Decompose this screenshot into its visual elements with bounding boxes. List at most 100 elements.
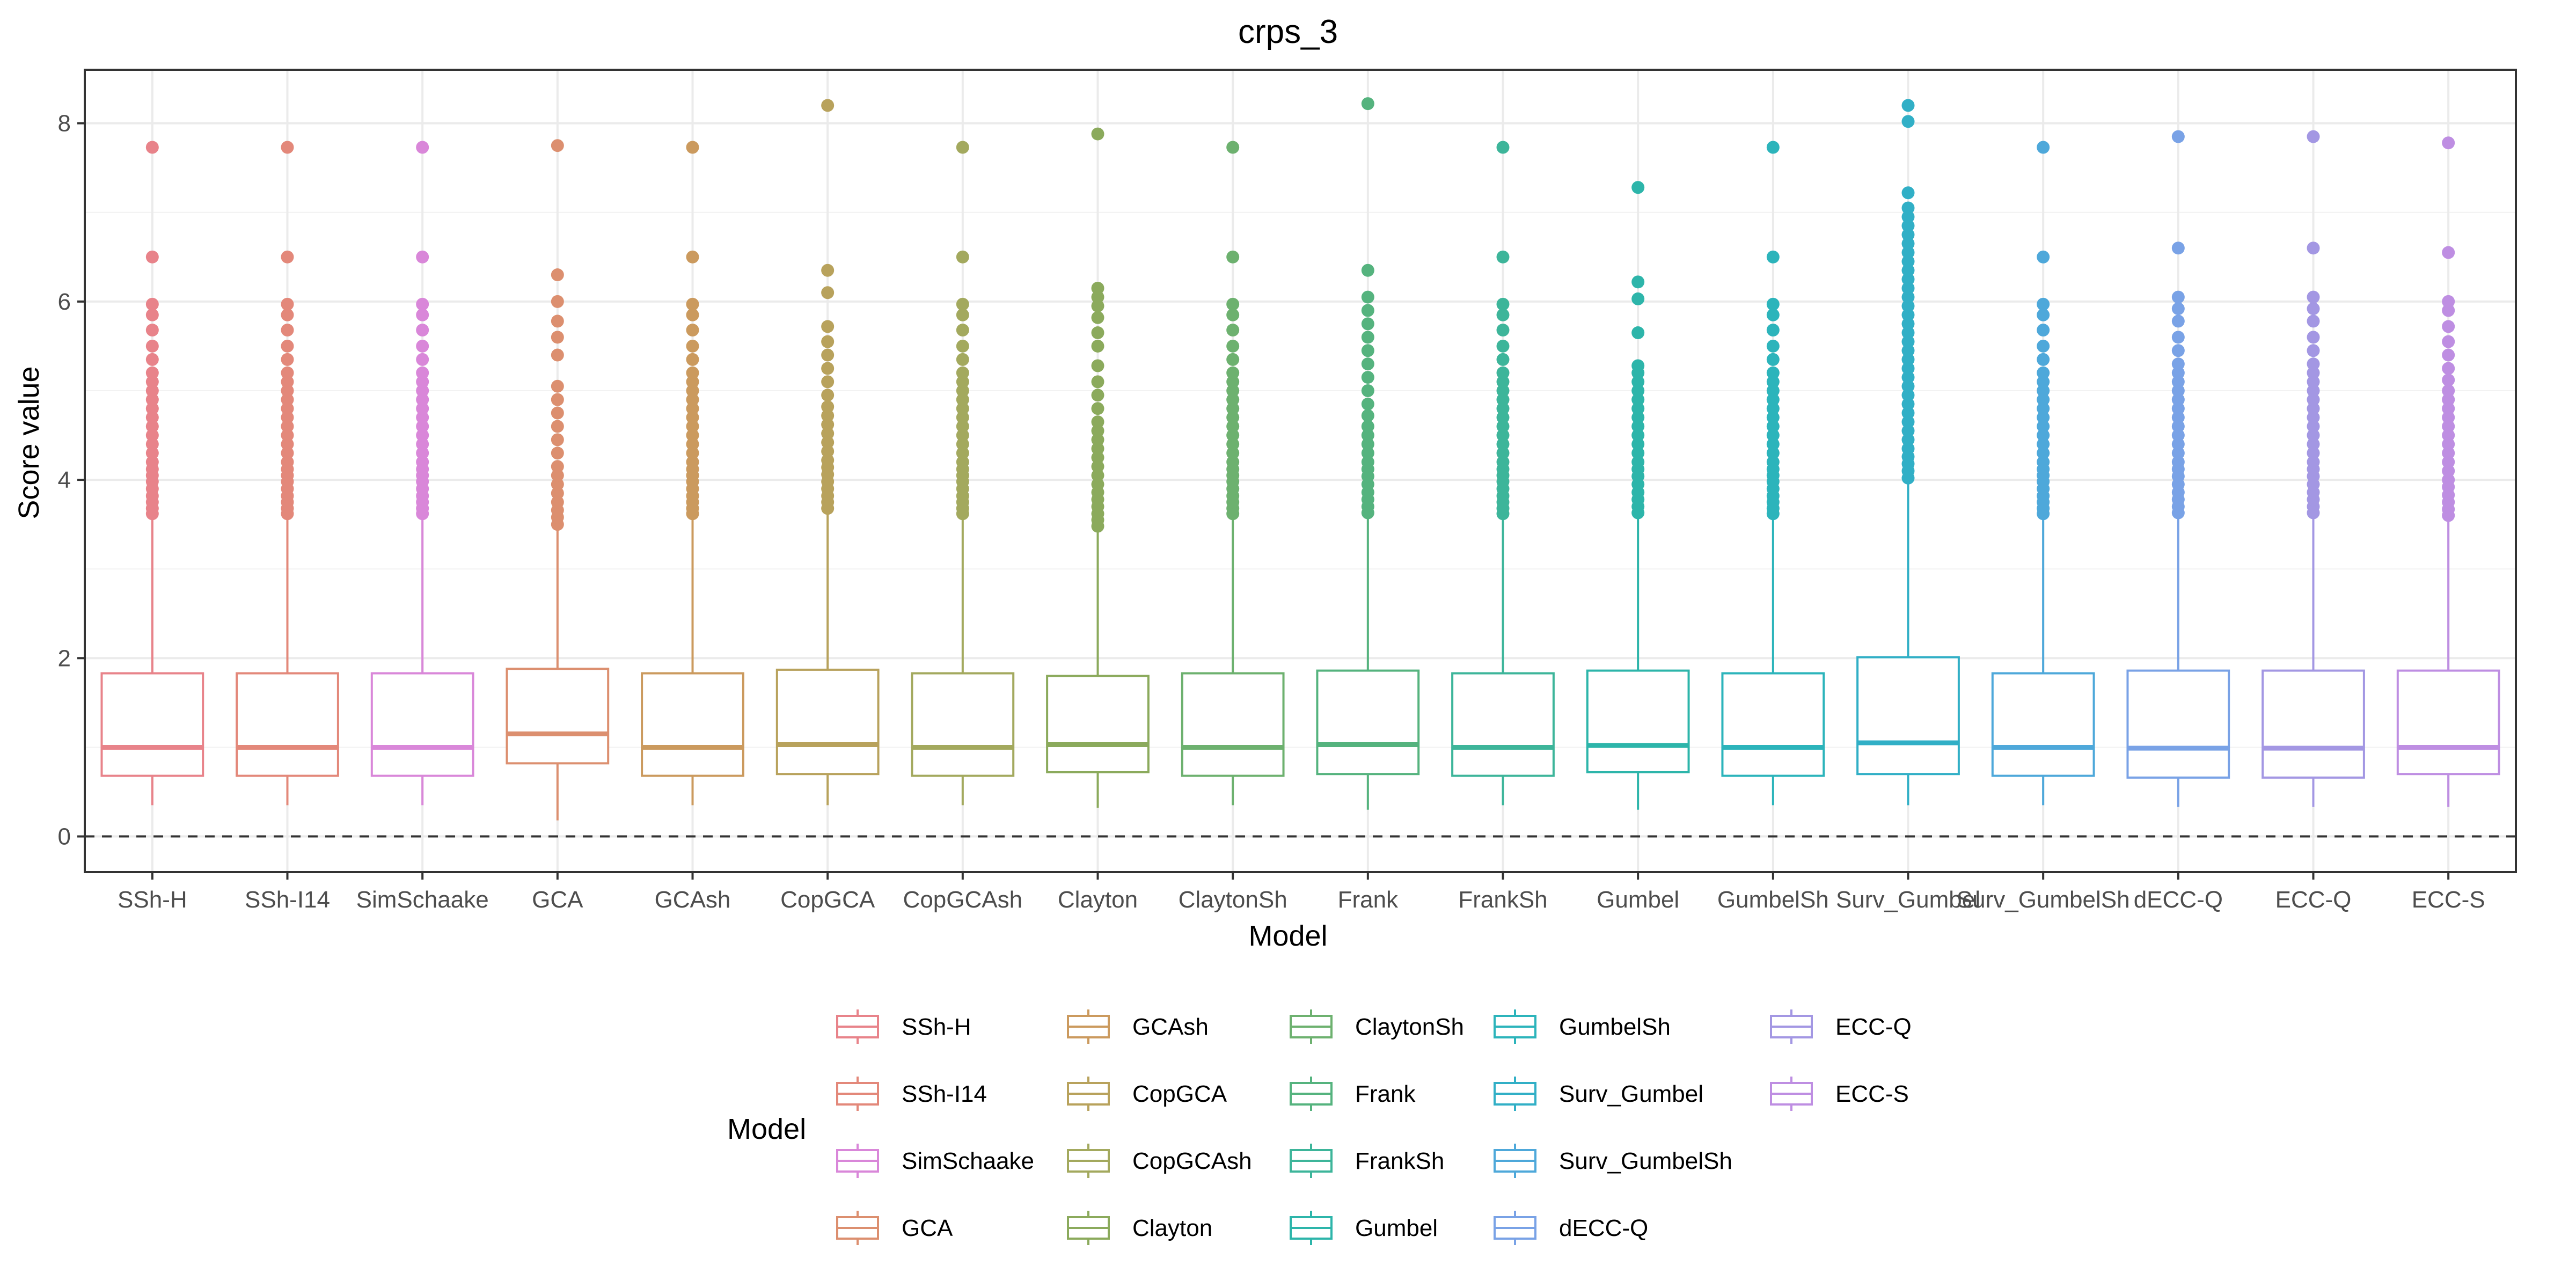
outlier-point <box>1091 451 1104 464</box>
outlier-point <box>1901 326 1915 340</box>
outlier-point <box>1226 250 1240 264</box>
outlier-point <box>1496 339 1510 353</box>
outlier-point <box>1496 308 1510 321</box>
x-tick-label: ClaytonSh <box>1179 887 1287 913</box>
outlier-point <box>1091 469 1104 482</box>
outlier-point <box>1496 375 1510 389</box>
outlier-point <box>1631 375 1645 389</box>
box-group <box>911 141 1015 806</box>
outlier-point <box>1901 219 1915 232</box>
outlier-point <box>2037 420 2050 433</box>
box-group <box>775 99 880 806</box>
outlier-point <box>1766 455 1780 469</box>
legend-key <box>1290 1009 1333 1044</box>
legend-label: SSh-I14 <box>902 1081 987 1107</box>
outlier-point <box>2037 447 2050 460</box>
outlier-point <box>1631 437 1645 451</box>
legend-key <box>1290 1144 1333 1178</box>
outlier-point <box>416 393 429 406</box>
legend-label: Frank <box>1355 1081 1416 1107</box>
box <box>1991 672 2095 777</box>
outlier-point <box>416 353 429 366</box>
outlier-point <box>2307 429 2320 442</box>
outlier-point <box>1766 366 1780 379</box>
outlier-point <box>416 375 429 389</box>
outlier-point <box>2307 241 2320 255</box>
outlier-point <box>1901 317 1915 331</box>
x-axis: SSh-H SSh-I14 SimSchaake GCA GCAsh CopGCA CopG… <box>118 872 2485 913</box>
outlier-point <box>145 411 159 424</box>
x-tick-label: Frank <box>1338 887 1399 913</box>
outlier-point <box>416 308 429 321</box>
outlier-point <box>1091 299 1104 313</box>
y-axis-title: Score value <box>13 366 45 519</box>
outlier-point <box>1766 339 1780 353</box>
outlier-point <box>1901 433 1915 447</box>
box-group <box>370 141 474 806</box>
outlier-point <box>551 268 564 282</box>
outlier-point <box>1631 292 1645 305</box>
outlier-point <box>281 366 294 379</box>
outlier-point <box>1361 429 1374 442</box>
outlier-point <box>686 339 699 353</box>
outlier-point <box>1361 371 1374 384</box>
outlier-point <box>2307 402 2320 415</box>
outlier-point <box>1361 409 1374 422</box>
outlier-point <box>1496 384 1510 397</box>
outlier-point <box>1766 250 1780 264</box>
outlier-point <box>2171 429 2185 442</box>
outlier-point <box>1361 384 1374 397</box>
outlier-point <box>1901 415 1915 429</box>
outlier-point <box>2307 290 2320 304</box>
outlier-point <box>1361 455 1374 469</box>
outlier-point <box>1766 437 1780 451</box>
box <box>1586 669 1690 773</box>
legend-label: Surv_Gumbel <box>1559 1081 1703 1107</box>
outlier-point <box>145 384 159 397</box>
outlier-point <box>1631 359 1645 372</box>
outlier-point <box>686 411 699 424</box>
outlier-point <box>551 478 564 491</box>
outlier-point <box>1091 339 1104 353</box>
legend-key <box>1067 1211 1110 1245</box>
outlier-point <box>1901 308 1915 321</box>
outlier-point <box>2307 411 2320 424</box>
outlier-point <box>2037 384 2050 397</box>
outlier-point <box>686 455 699 469</box>
outlier-point <box>686 429 699 442</box>
outlier-point <box>1631 420 1645 433</box>
outlier-point <box>1361 290 1374 304</box>
x-tick-label: ECC-S <box>2412 887 2485 913</box>
outlier-point <box>956 447 969 460</box>
x-tick-label: Surv_GumbelSh <box>1957 887 2130 913</box>
outlier-point <box>551 469 564 482</box>
outlier-point <box>2442 384 2455 397</box>
legend: Model SSh-H SSh-I14 SimSchaake GCA GCAsh CopG… <box>727 1009 1912 1245</box>
outlier-point <box>2037 297 2050 311</box>
outlier-point <box>551 406 564 420</box>
y-tick-label: 4 <box>58 467 71 493</box>
outlier-point <box>1091 281 1104 295</box>
legend-label: GumbelSh <box>1559 1014 1671 1040</box>
outlier-point <box>1496 447 1510 460</box>
outlier-point <box>145 429 159 442</box>
outlier-point <box>2171 393 2185 406</box>
legend-key <box>1770 1077 1813 1111</box>
outlier-point <box>551 331 564 344</box>
outlier-point <box>821 418 835 431</box>
outlier-point <box>1631 393 1645 406</box>
outlier-point <box>1496 420 1510 433</box>
legend-key <box>1494 1211 1536 1245</box>
outlier-point <box>1901 273 1915 286</box>
outlier-point <box>145 393 159 406</box>
outlier-point <box>821 409 835 422</box>
outlier-point <box>956 297 969 311</box>
legend-key <box>1290 1211 1333 1245</box>
outlier-point <box>1361 447 1374 460</box>
outlier-point <box>551 348 564 362</box>
outlier-point <box>2171 314 2185 328</box>
box-group <box>100 141 204 806</box>
outlier-point <box>2171 420 2185 433</box>
outlier-point <box>2171 375 2185 389</box>
outlier-point <box>2307 344 2320 357</box>
